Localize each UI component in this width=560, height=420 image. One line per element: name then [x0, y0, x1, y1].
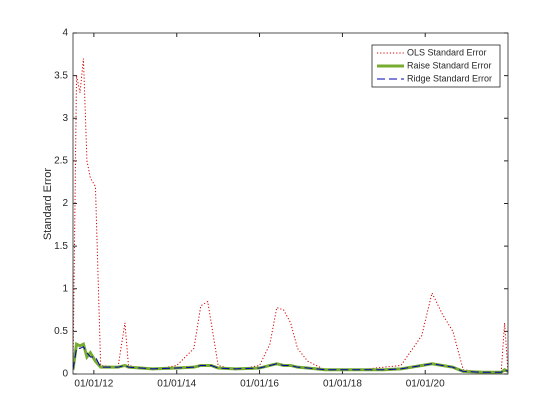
- lines: [73, 58, 508, 374]
- y-tick-label: 0.5: [54, 326, 68, 337]
- y-tick-label: 1: [62, 283, 68, 294]
- y-tick-label: 3: [62, 113, 68, 124]
- series-line: [73, 346, 508, 373]
- axes-box: [72, 32, 509, 375]
- legend-label: Ridge Standard Error: [407, 73, 492, 83]
- legend-label: Raise Standard Error: [407, 60, 492, 70]
- y-tick-label: 2: [62, 198, 68, 209]
- x-tick-label: 01/01/16: [240, 379, 279, 390]
- x-tick-label: 01/01/12: [74, 379, 113, 390]
- y-tick-label: 2.5: [54, 156, 68, 167]
- x-tick-label: 01/01/20: [406, 379, 445, 390]
- legend-label: OLS Standard Error: [407, 47, 487, 57]
- x-tick-label: 01/01/14: [157, 379, 196, 390]
- y-tick-label: 0: [62, 369, 68, 380]
- y-tick-label: 3.5: [54, 70, 68, 81]
- x-tick-label: 01/01/18: [323, 379, 362, 390]
- y-tick-label: 1.5: [54, 241, 68, 252]
- y-axis-label: Standard Error: [42, 168, 54, 240]
- y-tick-label: 4: [62, 28, 68, 39]
- series-line: [73, 58, 508, 373]
- plot-area: [73, 33, 508, 374]
